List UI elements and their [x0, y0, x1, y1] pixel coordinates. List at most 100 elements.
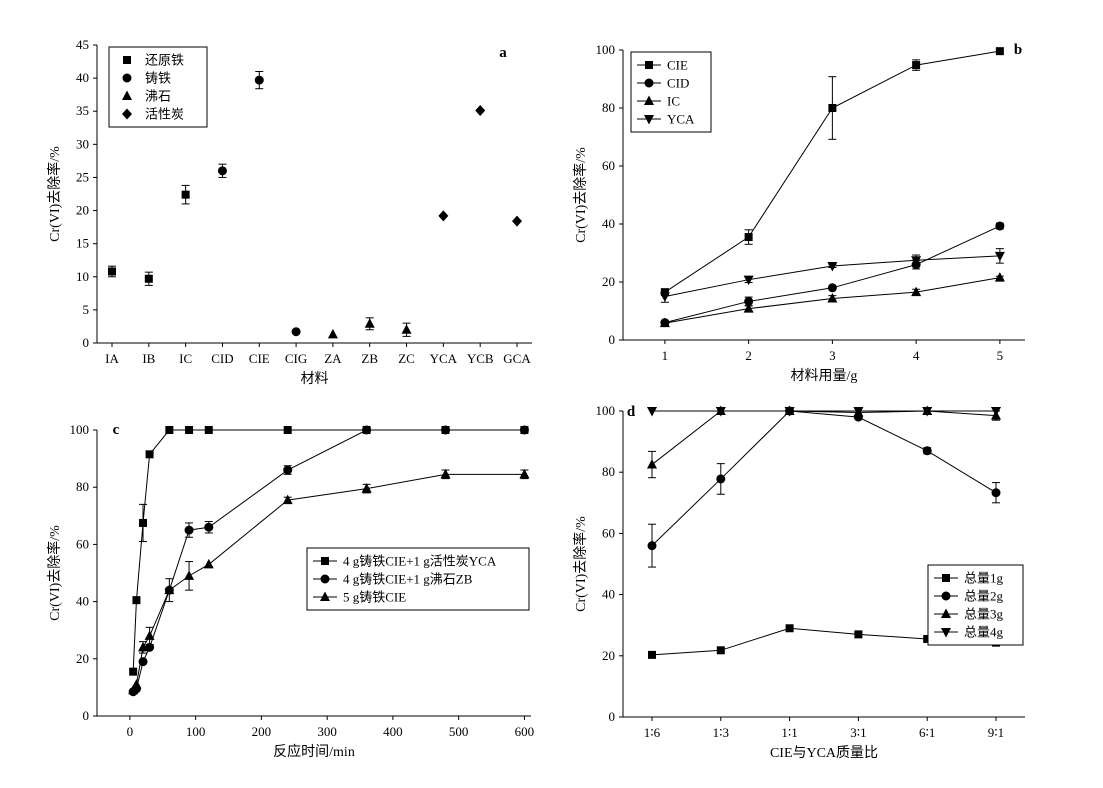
y-tick-label: 15	[76, 236, 89, 251]
y-tick-label: 60	[602, 158, 615, 173]
legend-item: CID	[637, 76, 689, 91]
y-tick-label: 100	[596, 403, 616, 418]
legend-label: 活性炭	[145, 107, 184, 122]
legend-marker	[321, 557, 329, 565]
chart-panel-c: 0 20 40 60 80 100 0 100 200 300 400 500 600 反应时间/min C…	[46, 422, 534, 760]
series-2	[217, 70, 301, 337]
data-point	[519, 468, 530, 479]
data-point	[743, 303, 754, 313]
data-point	[995, 47, 1004, 56]
data-point	[716, 646, 725, 655]
legend-item: 总量2g	[934, 589, 1004, 604]
y-tick-label: 40	[76, 70, 89, 85]
y-tick-label: 80	[602, 464, 615, 479]
y-axis-label: Cr(VI)去除率/%	[46, 525, 63, 621]
data-point	[827, 283, 837, 293]
data-point	[132, 596, 141, 605]
y-tick-label: 5	[83, 302, 90, 317]
x-tick-label: 600	[515, 724, 535, 739]
data-point	[291, 327, 301, 337]
series-3	[128, 468, 530, 695]
y-axis-label: Cr(VI)去除率/%	[46, 146, 63, 242]
data-point	[647, 541, 657, 551]
y-tick-label: 40	[602, 216, 615, 231]
data-point	[519, 425, 529, 435]
data-point	[715, 407, 726, 417]
data-point	[254, 75, 264, 85]
data-point	[853, 407, 864, 417]
data-point	[994, 251, 1005, 262]
y-tick-label: 60	[602, 525, 615, 540]
legend-label: YCA	[667, 112, 695, 127]
data-point	[744, 233, 753, 242]
x-tick-label: ZB	[361, 351, 378, 366]
legend-label: CID	[667, 76, 689, 91]
data-point	[364, 318, 375, 328]
chart-panel-d: 0 20 40 60 80 100 1∶6 1∶3 1∶1 3∶1 6∶1 9∶1 CIE与YCA质量比…	[572, 403, 1025, 761]
legend-marker	[941, 608, 951, 618]
legend-marker	[320, 574, 330, 584]
legend-label: 沸石	[145, 89, 171, 104]
data-point	[361, 483, 372, 493]
data-point	[185, 426, 194, 434]
legend: CIE CID IC YCA	[630, 51, 712, 133]
data-point	[475, 105, 486, 117]
y-tick-label: 0	[609, 332, 616, 347]
legend-item: IC	[637, 94, 680, 109]
y-tick-label: 30	[76, 136, 89, 151]
legend-item: 还原铁	[123, 53, 184, 68]
x-tick-label: CIE	[249, 351, 270, 366]
data-point	[912, 61, 921, 70]
data-point	[362, 425, 372, 435]
series-1	[108, 184, 190, 286]
legend-label: 总量1g	[964, 571, 1004, 586]
data-point	[440, 468, 451, 479]
data-point	[438, 210, 449, 222]
data-point	[785, 624, 794, 633]
x-tick-label: 1∶3	[713, 725, 729, 740]
legend-marker	[644, 115, 654, 125]
y-tick-label: 20	[76, 651, 89, 666]
data-point	[138, 641, 149, 652]
legend-item: 总量1g	[934, 571, 1004, 586]
y-tick-label: 40	[602, 587, 615, 602]
series-3	[327, 317, 412, 339]
series-line	[651, 410, 997, 465]
legend-label: 4 g铸铁CIE+1 g活性炭YCA	[343, 554, 497, 569]
legend-marker	[941, 628, 951, 638]
legend-marker	[942, 574, 950, 582]
data-point	[204, 522, 214, 532]
y-tick-label: 100	[70, 422, 90, 437]
legend-label: 总量2g	[964, 589, 1004, 604]
series-4	[659, 248, 1005, 303]
y-tick-label: 60	[76, 536, 89, 551]
data-point	[165, 426, 174, 434]
data-point	[827, 293, 838, 303]
panel-letter: d	[627, 404, 636, 420]
legend-item: YCA	[637, 112, 695, 127]
x-tick-label: 200	[252, 724, 272, 739]
legend-marker	[644, 95, 654, 105]
x-axis-label: 材料用量/g	[791, 368, 858, 384]
legend-item: 总量4g	[934, 625, 1004, 640]
series-4	[647, 407, 1001, 417]
y-tick-label: 100	[596, 42, 616, 57]
x-tick-label: IB	[142, 351, 155, 366]
legend: 总量1g 总量2g 总量3g 总量4g	[927, 564, 1024, 646]
data-point	[716, 474, 726, 484]
data-point	[647, 407, 657, 417]
data-point	[144, 274, 153, 283]
legend-box	[306, 547, 530, 611]
x-tick-label: 300	[317, 724, 337, 739]
legend-label: 还原铁	[145, 53, 184, 68]
data-point	[991, 488, 1001, 498]
x-tick-label: GCA	[503, 351, 531, 366]
data-point	[204, 426, 213, 434]
series-2	[647, 406, 1001, 568]
data-point	[327, 328, 338, 339]
panel-letter: b	[1014, 42, 1022, 58]
y-tick-label: 10	[76, 269, 89, 284]
legend-label: 总量3g	[964, 607, 1004, 622]
legend-item: CIE	[637, 58, 688, 73]
